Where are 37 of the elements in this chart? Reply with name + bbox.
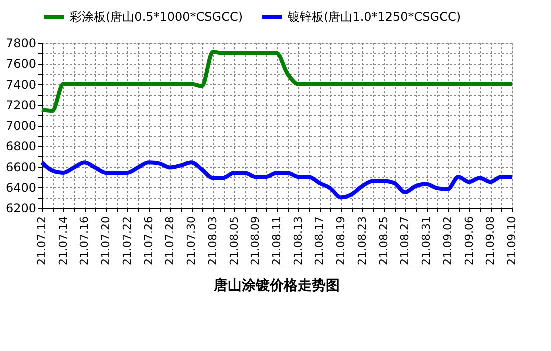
y-tick-label: 7400 [6, 78, 36, 92]
x-tick-label: 21.08.31 [420, 216, 434, 266]
x-tick-label: 21.08.11 [270, 216, 284, 266]
x-tick-label: 21.07.22 [120, 216, 134, 266]
x-tick-label: 21.08.03 [206, 216, 220, 266]
y-tick-label: 7200 [6, 98, 36, 112]
y-tick-label: 6800 [6, 140, 36, 154]
line-series [40, 160, 514, 200]
y-tick-label: 7800 [6, 36, 36, 50]
x-tick-label: 21.09.06 [462, 216, 476, 266]
x-tick-label: 21.08.13 [292, 216, 305, 266]
x-tick-label: 21.08.19 [334, 216, 348, 266]
x-tick-label: 21.08.09 [249, 216, 262, 266]
y-tick-label: 7000 [6, 119, 36, 133]
y-tick-label: 6600 [6, 160, 36, 174]
x-tick-label: 21.09.08 [484, 216, 498, 266]
x-tick-label: 21.07.14 [56, 216, 70, 266]
y-tick-label: 6400 [6, 180, 36, 195]
x-tick-label: 21.07.16 [78, 216, 92, 266]
x-tick-label: 21.07.26 [142, 216, 156, 266]
x-tick-label: 21.09.10 [506, 216, 518, 266]
line-series [40, 50, 514, 114]
y-tick-label: 7600 [6, 57, 36, 72]
x-tick-label: 21.08.27 [398, 216, 412, 266]
x-tick-label: 21.08.17 [313, 216, 326, 266]
text: 唐山涂镀价格走势图 [213, 276, 340, 294]
y-tick-label: 6200 [6, 202, 36, 216]
legend-label: 镀锌板(唐山1.0*1250*CSGCC) [287, 10, 462, 24]
x-tick-label: 21.08.25 [377, 216, 390, 266]
x-tick-label: 21.07.20 [100, 216, 113, 266]
legend-label: 彩涂板(唐山0.5*1000*CSGCC) [70, 10, 244, 24]
x-tick-label: 21.07.28 [164, 216, 177, 266]
x-tick-label: 21.08.23 [356, 216, 369, 266]
x-tick-label: 21.07.12 [36, 216, 48, 266]
x-tick-label: 21.09.02 [441, 216, 454, 266]
x-tick-label: 21.07.30 [185, 216, 198, 266]
x-tick-label: 21.08.05 [228, 216, 241, 266]
